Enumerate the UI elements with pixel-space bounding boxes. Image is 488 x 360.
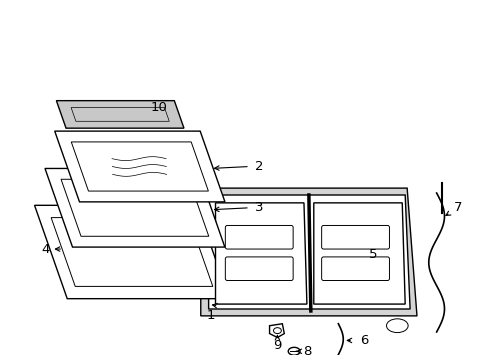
Text: 8: 8	[302, 345, 310, 358]
Ellipse shape	[287, 347, 300, 355]
Ellipse shape	[386, 319, 407, 333]
Text: 9: 9	[273, 339, 281, 352]
Text: 7: 7	[453, 201, 462, 214]
Text: 6: 6	[359, 334, 367, 347]
Polygon shape	[55, 131, 224, 202]
Polygon shape	[201, 188, 416, 316]
Polygon shape	[45, 168, 224, 247]
Polygon shape	[56, 101, 183, 128]
FancyBboxPatch shape	[225, 257, 292, 280]
Text: 5: 5	[368, 248, 376, 261]
Text: 2: 2	[255, 160, 264, 173]
Polygon shape	[35, 205, 229, 299]
Polygon shape	[71, 108, 169, 121]
Polygon shape	[215, 203, 306, 304]
FancyBboxPatch shape	[321, 225, 388, 249]
Polygon shape	[51, 217, 212, 287]
Polygon shape	[61, 179, 208, 236]
Ellipse shape	[273, 328, 281, 334]
Text: 3: 3	[255, 201, 264, 214]
Polygon shape	[71, 142, 208, 191]
Polygon shape	[208, 195, 409, 309]
FancyBboxPatch shape	[225, 225, 292, 249]
Polygon shape	[313, 203, 405, 304]
Text: 10: 10	[151, 101, 167, 114]
Text: 4: 4	[41, 243, 50, 256]
FancyBboxPatch shape	[321, 257, 388, 280]
Polygon shape	[269, 324, 284, 338]
Text: 1: 1	[206, 309, 214, 322]
